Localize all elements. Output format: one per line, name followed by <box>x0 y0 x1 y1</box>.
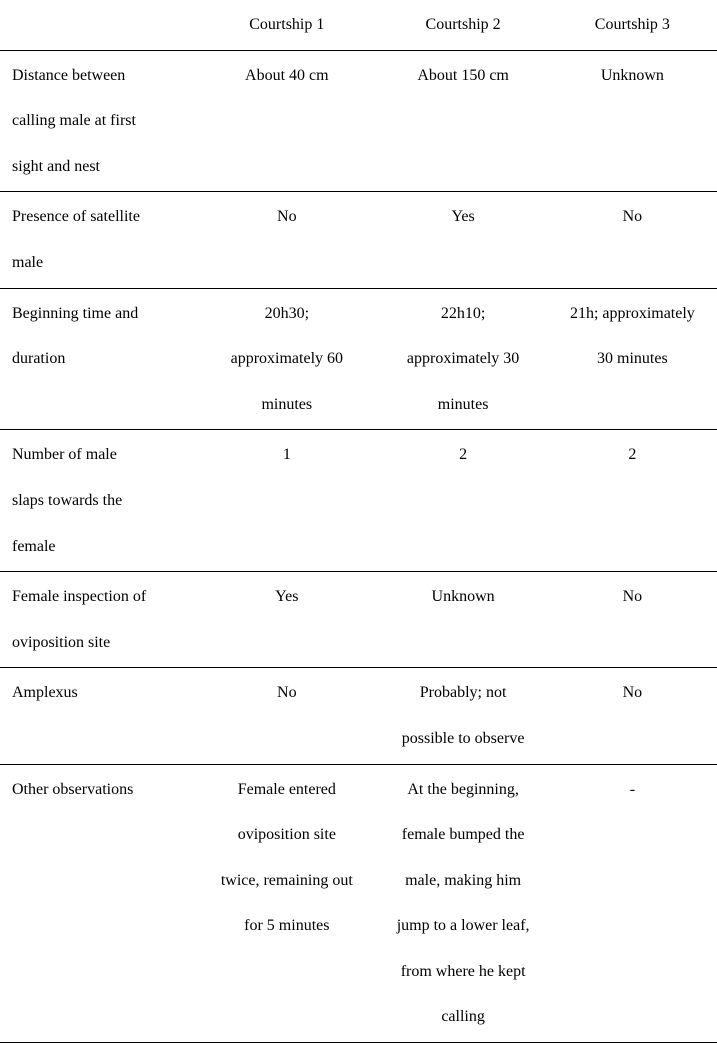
table-header-row: Courtship 1 Courtship 2 Courtship 3 <box>0 0 717 50</box>
header-c3-text: Courtship 3 <box>548 2 717 48</box>
row-value-line: - <box>548 767 717 813</box>
table-row: AmplexusNoProbably; notpossible to obser… <box>0 668 717 764</box>
row-label-line: female <box>12 524 195 570</box>
row-label-cell: Number of maleslaps towards thefemale <box>0 430 195 572</box>
row-label-line: oviposition site <box>12 620 195 666</box>
row-value-cell: No <box>195 192 378 288</box>
row-value-line: 21h; approximately <box>548 291 717 337</box>
row-value-cell: 2 <box>548 430 717 572</box>
row-value-line: Yes <box>195 574 378 620</box>
row-label-cell: Amplexus <box>0 668 195 764</box>
row-value-cell: Unknown <box>378 572 547 668</box>
row-value-line: 2 <box>378 432 547 478</box>
row-value-line: from where he kept <box>378 949 547 995</box>
row-value-cell: No <box>548 572 717 668</box>
table-row: Other observationsFemale enteredoviposit… <box>0 764 717 1043</box>
row-label-cell: Presence of satellitemale <box>0 192 195 288</box>
row-value-line: 20h30; <box>195 291 378 337</box>
row-value-cell: Yes <box>378 192 547 288</box>
row-value-line: 30 minutes <box>548 336 717 382</box>
row-label-line: Female inspection of <box>12 574 195 620</box>
row-value-line: 22h10; <box>378 291 547 337</box>
row-value-line: male, making him <box>378 858 547 904</box>
row-value-cell: Unknown <box>548 50 717 192</box>
row-label-cell: Female inspection ofoviposition site <box>0 572 195 668</box>
row-value-line: approximately 30 <box>378 336 547 382</box>
table-row: Female inspection ofoviposition siteYesU… <box>0 572 717 668</box>
table-row: Beginning time andduration20h30;approxim… <box>0 288 717 430</box>
row-value-line: for 5 minutes <box>195 903 378 949</box>
row-label-line: Other observations <box>12 767 195 813</box>
row-value-cell: 1 <box>195 430 378 572</box>
row-value-line: 2 <box>548 432 717 478</box>
row-value-line: No <box>195 670 378 716</box>
row-value-line: twice, remaining out <box>195 858 378 904</box>
row-value-cell: Yes <box>195 572 378 668</box>
row-value-cell: No <box>548 668 717 764</box>
row-label-cell: Distance betweencalling male at firstsig… <box>0 50 195 192</box>
header-c3: Courtship 3 <box>548 0 717 50</box>
row-value-line: approximately 60 <box>195 336 378 382</box>
table-row: Presence of satellitemaleNoYesNo <box>0 192 717 288</box>
row-value-line: Probably; not <box>378 670 547 716</box>
header-empty <box>0 0 195 50</box>
row-value-line: Female entered <box>195 767 378 813</box>
row-value-cell: About 150 cm <box>378 50 547 192</box>
row-label-line: sight and nest <box>12 144 195 190</box>
row-label-line: Presence of satellite <box>12 194 195 240</box>
row-value-cell: No <box>195 668 378 764</box>
row-value-cell: No <box>548 192 717 288</box>
row-value-cell: 2 <box>378 430 547 572</box>
row-value-line: About 150 cm <box>378 53 547 99</box>
header-c1-text: Courtship 1 <box>195 2 378 48</box>
row-value-cell: Probably; notpossible to observe <box>378 668 547 764</box>
row-value-cell: About 40 cm <box>195 50 378 192</box>
table-row: Distance betweencalling male at firstsig… <box>0 50 717 192</box>
row-label-line: male <box>12 240 195 286</box>
row-value-line: No <box>548 574 717 620</box>
row-label-line: Distance between <box>12 53 195 99</box>
row-label-line: Amplexus <box>12 670 195 716</box>
row-value-cell: 20h30;approximately 60minutes <box>195 288 378 430</box>
table-body: Distance betweencalling male at firstsig… <box>0 50 717 1042</box>
row-value-cell: - <box>548 764 717 1043</box>
row-value-line: possible to observe <box>378 716 547 762</box>
row-value-line: jump to a lower leaf, <box>378 903 547 949</box>
row-value-line: oviposition site <box>195 812 378 858</box>
header-c1: Courtship 1 <box>195 0 378 50</box>
row-value-line: 1 <box>195 432 378 478</box>
table-row: Number of maleslaps towards thefemale122 <box>0 430 717 572</box>
row-value-line: Unknown <box>378 574 547 620</box>
row-label-line: duration <box>12 336 195 382</box>
row-value-line: Yes <box>378 194 547 240</box>
row-label-line: calling male at first <box>12 98 195 144</box>
row-value-line: No <box>548 670 717 716</box>
row-value-line: No <box>195 194 378 240</box>
row-value-line: Unknown <box>548 53 717 99</box>
row-label-line: Beginning time and <box>12 291 195 337</box>
courtship-table: Courtship 1 Courtship 2 Courtship 3 Dist… <box>0 0 717 1043</box>
row-value-line: At the beginning, <box>378 767 547 813</box>
header-c2-text: Courtship 2 <box>378 2 547 48</box>
row-label-line: slaps towards the <box>12 478 195 524</box>
row-value-line: No <box>548 194 717 240</box>
row-value-cell: At the beginning,female bumped themale, … <box>378 764 547 1043</box>
row-value-line: minutes <box>378 382 547 428</box>
row-value-line: About 40 cm <box>195 53 378 99</box>
row-label-cell: Beginning time andduration <box>0 288 195 430</box>
row-value-cell: 22h10;approximately 30minutes <box>378 288 547 430</box>
row-value-line: minutes <box>195 382 378 428</box>
row-value-line: female bumped the <box>378 812 547 858</box>
row-value-line: calling <box>378 994 547 1040</box>
row-value-cell: Female enteredoviposition sitetwice, rem… <box>195 764 378 1043</box>
row-value-cell: 21h; approximately30 minutes <box>548 288 717 430</box>
row-label-line: Number of male <box>12 432 195 478</box>
header-c2: Courtship 2 <box>378 0 547 50</box>
row-label-cell: Other observations <box>0 764 195 1043</box>
